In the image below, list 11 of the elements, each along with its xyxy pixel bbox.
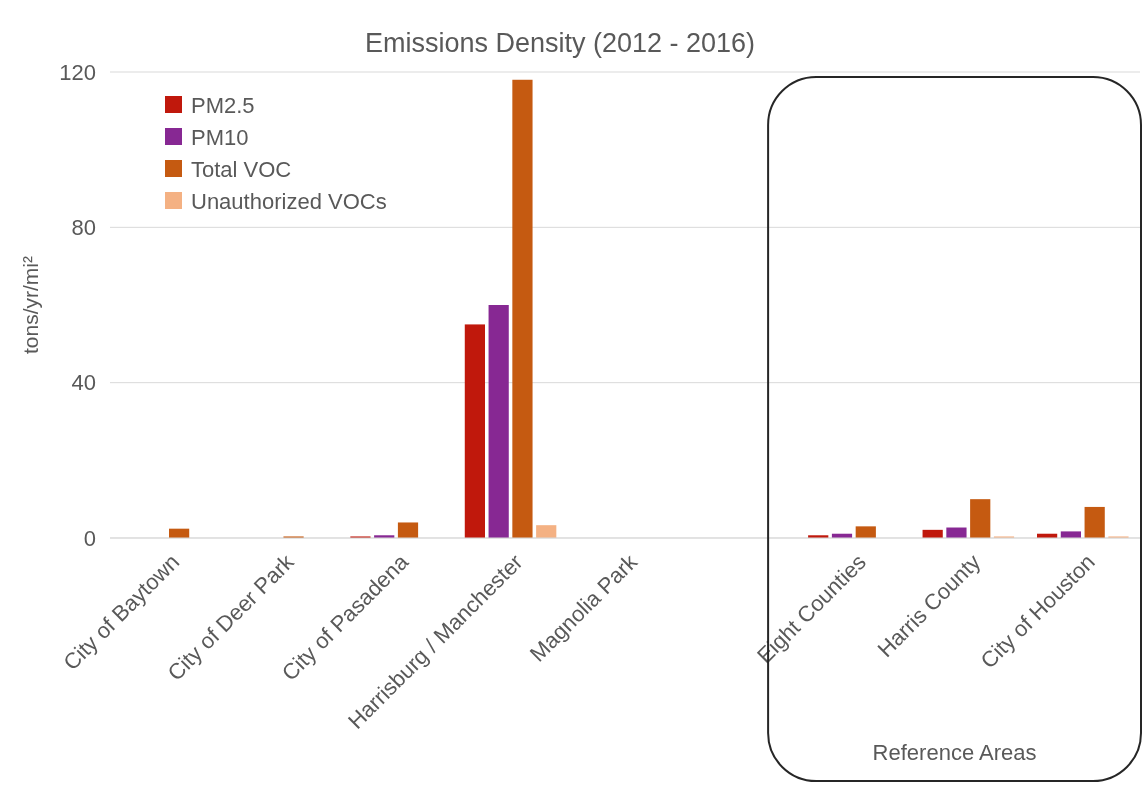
y-tick-label: 40 xyxy=(71,370,96,396)
text: Reference Areas xyxy=(872,740,1037,765)
legend-label: Total VOC xyxy=(191,156,292,182)
legend-label: PM10 xyxy=(191,124,249,150)
y-tick-label: 0 xyxy=(83,525,96,551)
legend-label: PM2.5 xyxy=(191,92,255,118)
chart-title: Emissions Density (2012 - 2016) xyxy=(364,28,756,58)
legend-label: Unauthorized VOCs xyxy=(191,188,387,214)
y-tick-label: 120 xyxy=(59,59,96,85)
y-tick-label: 80 xyxy=(71,214,96,240)
y-axis-title: tons/yr/mi² xyxy=(19,255,42,355)
